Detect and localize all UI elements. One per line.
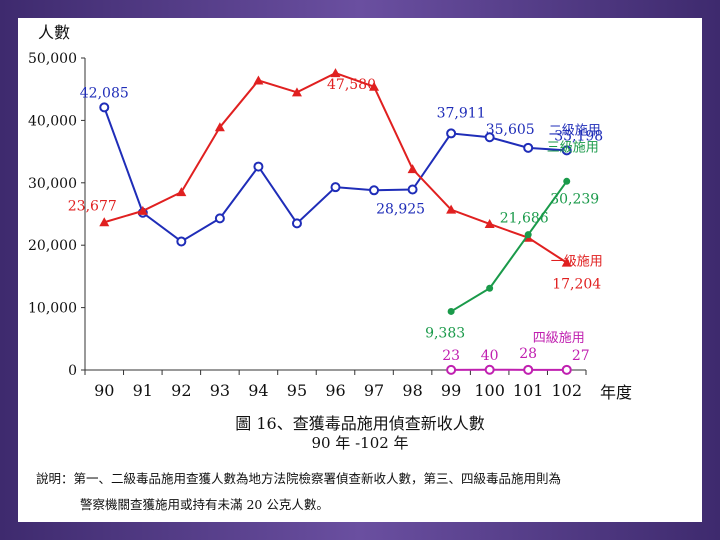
y-tick-label: 30,000 xyxy=(28,176,77,192)
data-label: 23 xyxy=(442,348,460,364)
note-line-2: 警察機關查獲施用或持有未滿 20 公克人數。 xyxy=(80,497,329,512)
data-point xyxy=(561,364,572,375)
data-point xyxy=(447,307,455,315)
y-tick-label: 20,000 xyxy=(28,238,77,254)
data-label: 21,686 xyxy=(500,211,549,227)
series-name-label: 三級施用 xyxy=(547,140,599,155)
data-label: 35,605 xyxy=(486,122,535,138)
data-label: 17,204 xyxy=(552,277,601,293)
x-tick-label: 102 xyxy=(551,381,582,400)
data-point xyxy=(524,231,532,239)
data-point xyxy=(561,257,572,267)
x-tick-label: 97 xyxy=(364,381,384,400)
data-point xyxy=(99,217,110,227)
data-label: 30,239 xyxy=(550,191,599,207)
data-point xyxy=(446,128,457,139)
note-line-1: 說明：第一、二級毒品施用查獲人數為地方法院檢察署偵查新收人數，第三、四級毒品施用… xyxy=(36,471,562,486)
y-tick-label: 50,000 xyxy=(28,51,77,67)
figure-caption-subtitle: 90 年 -102 年 xyxy=(311,434,409,452)
x-tick-label: 94 xyxy=(248,381,268,400)
x-tick-label: 90 xyxy=(94,381,114,400)
x-tick-label: 93 xyxy=(210,381,230,400)
x-tick-label: 91 xyxy=(133,381,153,400)
x-tick-label: 96 xyxy=(325,381,345,400)
x-tick-label: 98 xyxy=(402,381,422,400)
data-point xyxy=(369,81,380,91)
data-point xyxy=(176,187,187,197)
data-point xyxy=(523,142,534,153)
data-point xyxy=(369,185,380,196)
figure-caption-title: 圖 16、查獲毒品施用偵查新收人數 xyxy=(235,414,485,433)
data-point xyxy=(330,68,341,78)
data-label: 27 xyxy=(572,348,590,364)
x-tick-label: 95 xyxy=(287,381,307,400)
data-point xyxy=(137,205,148,215)
data-point xyxy=(407,164,418,174)
data-label: 40 xyxy=(481,348,499,364)
data-point xyxy=(446,364,457,375)
data-point xyxy=(446,204,457,214)
x-tick-label: 99 xyxy=(441,381,461,400)
y-tick-label: 10,000 xyxy=(28,301,77,317)
document-sheet: 0 10,000 20,000 30,000 40,000 50,000 90 91 92 93 9… xyxy=(18,18,702,522)
x-tick-label: 101 xyxy=(513,381,544,400)
x-axis-title: 年度 xyxy=(600,383,632,402)
x-tick-label: 100 xyxy=(474,381,505,400)
series-name-label: 二級施用 xyxy=(549,123,601,138)
data-point xyxy=(291,218,302,229)
series-name-label: 四級施用 xyxy=(533,331,585,346)
data-point xyxy=(253,75,264,85)
data-label: 23,677 xyxy=(68,198,117,214)
series-line xyxy=(450,180,568,313)
line-chart: 0 10,000 20,000 30,000 40,000 50,000 90 91 92 93 9… xyxy=(28,23,632,402)
x-tick-label: 92 xyxy=(171,381,191,400)
data-point xyxy=(253,161,264,172)
y-tick-label: 0 xyxy=(68,363,77,379)
data-point xyxy=(484,364,495,375)
y-axis-title: 人數 xyxy=(38,23,70,42)
data-point xyxy=(484,132,495,143)
data-label: 28 xyxy=(519,346,537,362)
data-label: 37,911 xyxy=(437,105,486,121)
data-label: 28,925 xyxy=(376,202,425,218)
data-label: 35,198 xyxy=(554,128,603,144)
series-name-label: 一級施用 xyxy=(551,255,603,270)
data-label: 47,580 xyxy=(327,77,376,93)
y-tick-label: 40,000 xyxy=(28,113,77,129)
data-point xyxy=(99,102,110,113)
data-label: 9,383 xyxy=(425,325,465,341)
figure-note: 說明：第一、二級毒品施用查獲人數為地方法院檢察署偵查新收人數，第三、四級毒品施用… xyxy=(36,466,686,518)
data-point xyxy=(563,177,571,185)
series-line xyxy=(103,72,568,264)
data-point xyxy=(214,122,225,132)
data-point xyxy=(523,364,534,375)
data-point xyxy=(561,145,572,156)
data-point xyxy=(176,236,187,247)
data-point xyxy=(407,184,418,195)
data-point xyxy=(486,284,494,292)
data-point xyxy=(484,218,495,228)
data-point xyxy=(291,87,302,97)
data-label: 42,085 xyxy=(80,85,129,101)
data-point xyxy=(330,182,341,193)
data-point xyxy=(214,213,225,224)
